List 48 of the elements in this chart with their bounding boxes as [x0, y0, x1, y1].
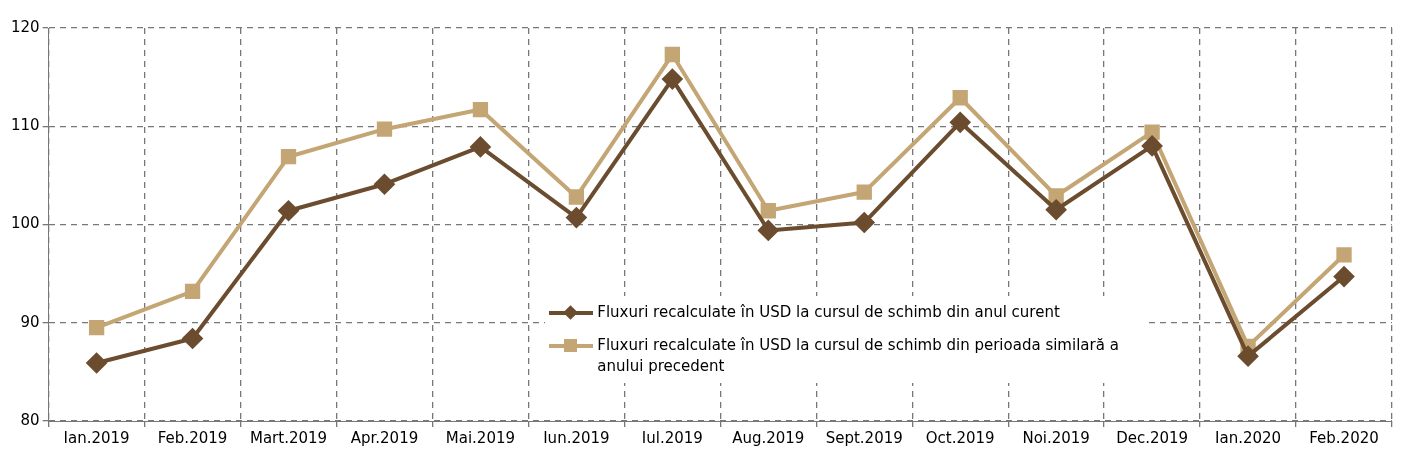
- point: [760, 203, 776, 219]
- y-tick-label: 90: [20, 312, 40, 331]
- point: [86, 353, 107, 374]
- x-tick-label: Aug.2019: [732, 428, 805, 447]
- point: [1046, 199, 1067, 220]
- x-tick-label: Ian.2019: [63, 428, 130, 447]
- point: [472, 101, 489, 118]
- legend-label: Fluxuri recalculate în USD la cursul de schimb din perioada similară a anului precedent: [597, 335, 1120, 377]
- point: [1144, 124, 1160, 140]
- point: [1048, 188, 1064, 204]
- point: [374, 174, 395, 195]
- point: [88, 320, 105, 336]
- y-tick-label: 110: [10, 116, 40, 135]
- x-tick-label: Feb.2020: [1309, 428, 1379, 447]
- x-tick-label: Iul.2019: [641, 428, 703, 447]
- y-tick-label: 100: [10, 214, 40, 233]
- point: [182, 328, 203, 349]
- y-tick-label: 80: [20, 410, 40, 429]
- point: [664, 46, 680, 63]
- x-tick-label: Sept.2019: [825, 428, 903, 447]
- point: [952, 90, 968, 106]
- point: [568, 189, 585, 205]
- point: [856, 184, 872, 200]
- point: [1336, 247, 1352, 263]
- x-tick-label: Noi.2019: [1022, 428, 1090, 447]
- legend-label: Fluxuri recalculate în USD la cursul de schimb din anul curent: [597, 302, 1060, 323]
- point: [1334, 266, 1355, 287]
- point: [376, 121, 393, 137]
- point: [280, 149, 297, 165]
- y-tick-label: 120: [10, 17, 40, 36]
- point: [1142, 135, 1163, 156]
- point: [854, 212, 875, 233]
- x-tick-label: Iun.2019: [543, 428, 610, 447]
- point: [470, 136, 491, 157]
- point: [758, 220, 779, 241]
- x-tick-label: Ian.2020: [1215, 428, 1282, 447]
- x-tick-label: Oct.2019: [925, 428, 995, 447]
- point: [1238, 346, 1259, 367]
- x-tick-label: Mart.2019: [249, 428, 328, 447]
- point: [950, 112, 971, 133]
- point: [566, 207, 587, 228]
- x-tick-label: Dec.2019: [1116, 428, 1189, 447]
- x-tick-label: Mai.2019: [445, 428, 516, 447]
- point: [184, 283, 201, 299]
- x-tick-label: Apr.2019: [350, 428, 419, 447]
- point: [662, 69, 683, 90]
- point: [278, 200, 299, 221]
- x-tick-label: Feb.2019: [157, 428, 228, 447]
